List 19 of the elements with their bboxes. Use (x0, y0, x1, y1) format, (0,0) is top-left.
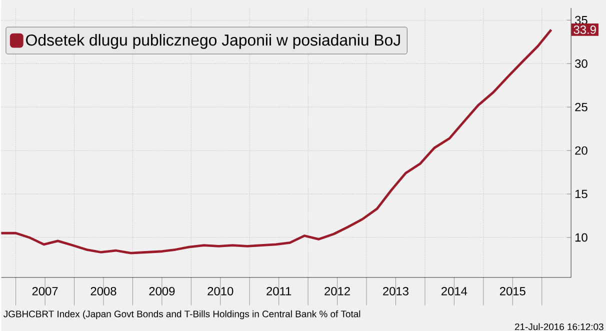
y-tick-label: 20 (575, 146, 588, 155)
x-tick-label: 2007 (32, 286, 58, 296)
data-label: 33.9 (574, 25, 596, 34)
x-tick-label: 2011 (266, 286, 292, 296)
x-tick-label: 2008 (90, 286, 116, 296)
legend-label: Odsetek dlugu publicznego Japonii w posiadaniu BoJ (26, 34, 400, 49)
x-tick-label: 2015 (500, 286, 526, 296)
y-tick-label: 10 (575, 233, 588, 242)
y-tick-label: 15 (575, 190, 588, 198)
y-tick-label: 30 (575, 59, 588, 68)
x-tick-label: 2009 (149, 286, 175, 296)
text: JGBHCBRT Index (Japan Govt Bonds and T-Bills Holdings in Central Bank % of Total (4, 310, 360, 319)
x-tick-label: 2010 (208, 286, 234, 296)
text: 21-Jul-2016 16:12:03 (515, 323, 604, 330)
x-tick-label: 2013 (383, 286, 408, 296)
x-tick-label: 2014 (442, 286, 468, 296)
x-tick-label: 2012 (324, 286, 350, 296)
line-series (0, 28, 552, 254)
y-tick-label: 25 (575, 102, 588, 112)
